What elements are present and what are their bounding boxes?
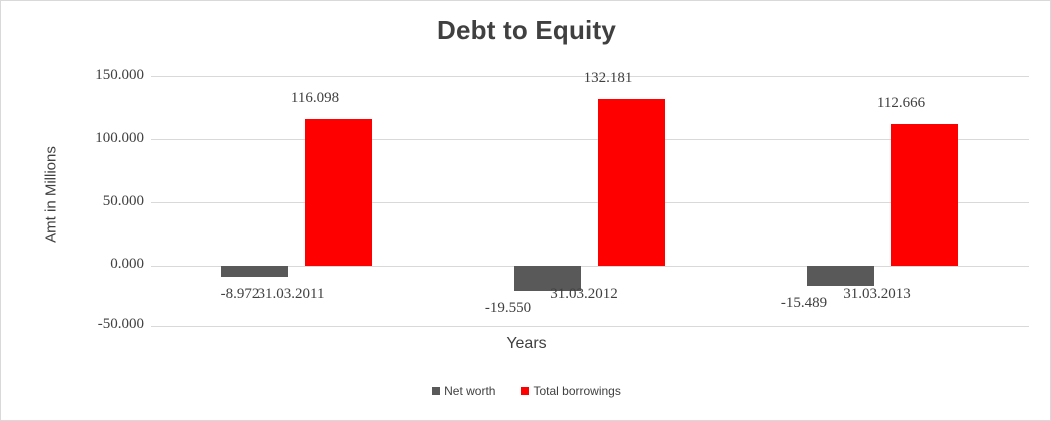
y-tick-label-neg50: -50.000 bbox=[97, 316, 144, 332]
data-label-networth-2013: -15.489 bbox=[780, 295, 828, 311]
legend-item-networth[interactable]: Net worth bbox=[432, 384, 495, 398]
legend-swatch-networth-icon bbox=[432, 387, 441, 395]
y-axis: 150.000 100.000 50.000 0.000 -50.000 Amt… bbox=[26, 1, 145, 420]
x-category-label-2013: 31.03.2013 bbox=[843, 286, 911, 302]
y-tick-label-150: 150.000 bbox=[95, 67, 144, 83]
data-label-borrowings-2012: 132.181 bbox=[583, 70, 633, 86]
bar-networth-2012[interactable] bbox=[514, 266, 581, 291]
gridline-100 bbox=[151, 139, 1029, 140]
data-label-networth-2011: -8.972 bbox=[220, 286, 260, 302]
gridline-neg50 bbox=[151, 326, 1029, 327]
chart-legend: Net worth Total borrowings bbox=[1, 384, 1050, 398]
legend-label-borrowings: Total borrowings bbox=[533, 384, 621, 398]
data-label-borrowings-2013: 112.666 bbox=[876, 95, 926, 111]
gridline-0 bbox=[151, 266, 1029, 267]
bar-networth-2011[interactable] bbox=[221, 266, 288, 277]
legend-item-borrowings[interactable]: Total borrowings bbox=[521, 384, 621, 398]
chart-title: Debt to Equity bbox=[436, 15, 616, 45]
gridline-50 bbox=[151, 202, 1029, 203]
bar-networth-2013[interactable] bbox=[807, 266, 874, 286]
x-category-label-2011: 31.03.2011 bbox=[257, 286, 325, 302]
bar-borrowings-2013[interactable] bbox=[891, 124, 958, 266]
y-tick-label-0: 0.000 bbox=[110, 256, 144, 272]
gridline-150 bbox=[151, 76, 1029, 77]
legend-swatch-borrowings-icon bbox=[521, 387, 530, 395]
y-axis-title: Amt in Millions bbox=[42, 146, 60, 243]
data-label-networth-2012: -19.550 bbox=[484, 300, 532, 316]
y-tick-label-50: 50.000 bbox=[102, 193, 144, 209]
data-label-borrowings-2011: 116.098 bbox=[290, 90, 340, 106]
bar-borrowings-2011[interactable] bbox=[305, 119, 372, 266]
y-tick-label-100: 100.000 bbox=[95, 130, 144, 146]
plot-area bbox=[151, 76, 1029, 327]
bar-borrowings-2012[interactable] bbox=[598, 99, 665, 266]
x-axis-title: Years bbox=[506, 335, 547, 352]
legend-label-networth: Net worth bbox=[444, 384, 496, 398]
x-category-label-2012: 31.03.2012 bbox=[550, 286, 618, 302]
